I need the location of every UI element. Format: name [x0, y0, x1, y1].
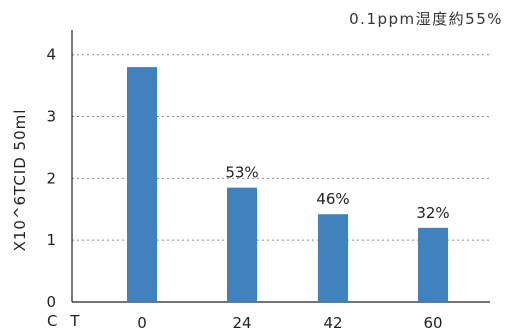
- x-tick-label: 60: [423, 314, 442, 332]
- x-tick-label: 0: [137, 314, 147, 332]
- bar: [418, 227, 448, 302]
- data-label: 46%: [316, 190, 349, 208]
- y-tick-label: 2: [46, 169, 56, 187]
- y-tick-label: 3: [46, 108, 56, 126]
- bar: [127, 67, 157, 302]
- x-tick-label: 24: [232, 314, 251, 332]
- y-tick-label: 1: [46, 231, 56, 249]
- y-tick-label: 0: [46, 293, 56, 311]
- chart-annotation: 0.1ppm湿度約55%: [349, 10, 503, 28]
- y-tick-label: 4: [46, 46, 56, 64]
- bar: [227, 187, 257, 302]
- x-tick-label: 42: [323, 314, 342, 332]
- x-axis-label: C T: [47, 312, 84, 330]
- bar: [318, 214, 348, 302]
- data-label: 32%: [416, 204, 449, 222]
- data-label: 53%: [225, 164, 258, 182]
